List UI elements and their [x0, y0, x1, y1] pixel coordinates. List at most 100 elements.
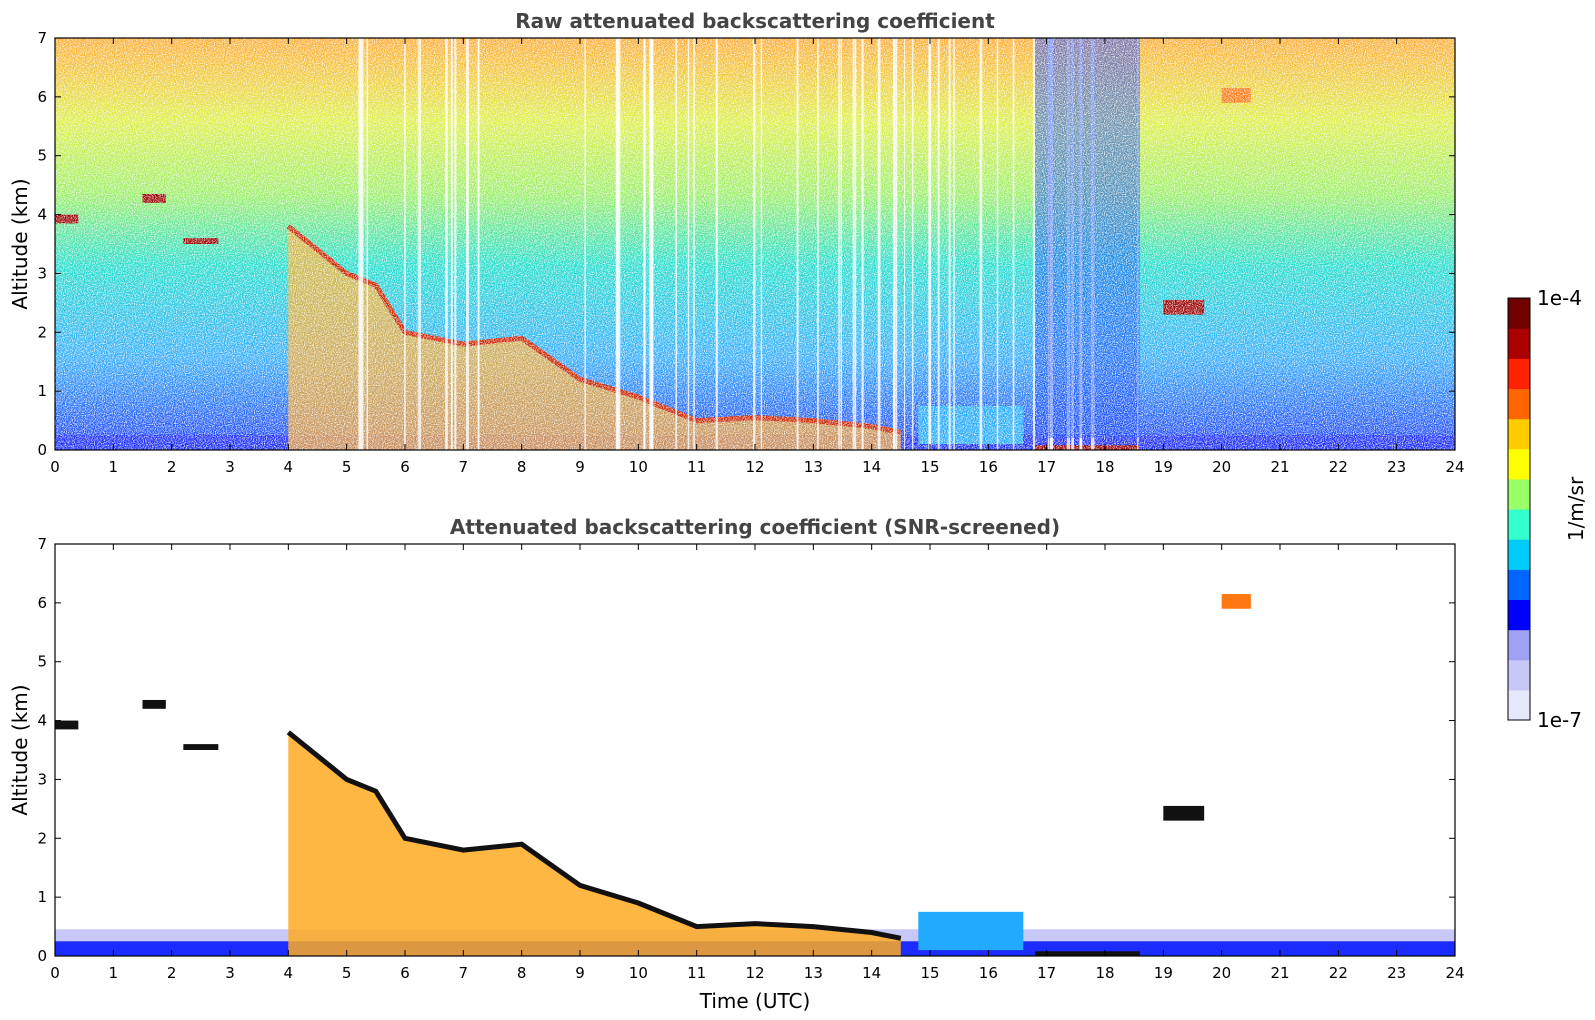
y-tick-label: 1: [37, 382, 47, 400]
colorbar-max-label: 1e-4: [1537, 286, 1582, 310]
x-tick-label: 17: [1037, 458, 1056, 476]
x-tick-label: 18: [1095, 964, 1114, 982]
feature-cloud-patch: [142, 699, 166, 709]
aerosol-layer-region: [288, 732, 901, 956]
feature-cloud-patch: [1163, 805, 1205, 821]
x-tick-label: 24: [1445, 964, 1464, 982]
colorbar-swatch: [1508, 659, 1530, 691]
colorbar-min-label: 1e-7: [1537, 708, 1582, 732]
y-tick-label: 2: [37, 323, 47, 341]
y-tick-label: 4: [37, 712, 47, 730]
y-tick-label: 5: [37, 653, 47, 671]
x-tick-label: 13: [804, 458, 823, 476]
x-tick-label: 4: [284, 964, 294, 982]
bottom-chart-title: Attenuated backscattering coefficient (S…: [450, 515, 1060, 539]
top-heatmap-noise: [55, 38, 1455, 450]
feature-cloud-patch: [55, 720, 79, 730]
feature-surface-layer: [1035, 951, 1140, 956]
x-tick-label: 16: [979, 964, 998, 982]
x-tick-label: 23: [1387, 964, 1406, 982]
y-tick-label: 4: [37, 206, 47, 224]
x-tick-label: 18: [1095, 458, 1114, 476]
x-tick-label: 17: [1037, 964, 1056, 982]
x-tick-label: 16: [979, 458, 998, 476]
x-tick-label: 19: [1154, 458, 1173, 476]
aerosol-layer-top: [286, 730, 902, 941]
bottom-x-axis: 0 1 2 3 4 5 6 7 8 9 10 11 12 13 14 15 16 17 18 19 20 21 22 23 24: [50, 544, 1465, 982]
colorbar-frame: [1507, 297, 1531, 721]
x-tick-label: 15: [920, 458, 939, 476]
x-tick-label: 5: [342, 458, 352, 476]
feature-cloud-patch: [1221, 594, 1251, 609]
x-tick-label: 3: [225, 458, 235, 476]
colorbar-swatch: [1508, 358, 1530, 390]
y-tick-label: 2: [37, 829, 47, 847]
x-tick-label: 21: [1270, 458, 1289, 476]
colorbar-swatch: [1508, 478, 1530, 510]
x-tick-label: 4: [284, 458, 294, 476]
y-tick-label: 0: [37, 441, 47, 459]
colorbar-swatch: [1508, 599, 1530, 631]
colorbar-swatch: [1508, 418, 1530, 450]
feature-cloud-patch: [183, 744, 219, 750]
x-tick-label: 0: [50, 964, 60, 982]
top-x-axis: 0 1 2 3 4 5 6 7 8 9 10 11 12 13 14 15 16 17 18 19 20 21 22 23 24: [50, 38, 1465, 476]
top-heatmap: [55, 38, 1455, 450]
x-tick-label: 20: [1212, 964, 1231, 982]
colorbar-swatch: [1508, 569, 1530, 601]
bottom-y-axis-label: Altitude (km): [8, 684, 32, 815]
bottom-x-axis-label: Time (UTC): [699, 989, 811, 1013]
colorbar-swatch: [1508, 388, 1530, 420]
colorbar: 1e-4 1e-7 1/m/sr: [1507, 286, 1588, 732]
y-tick-label: 3: [37, 770, 47, 788]
colorbar-unit-label: 1/m/sr: [1564, 476, 1588, 541]
x-tick-label: 24: [1445, 458, 1464, 476]
top-y-axis: 0 1 2 3 4 5 6 7: [37, 29, 1455, 459]
y-tick-label: 5: [37, 147, 47, 165]
x-tick-label: 11: [687, 458, 706, 476]
x-tick-label: 14: [862, 458, 881, 476]
x-tick-label: 1: [109, 964, 119, 982]
bottom-y-axis: 0 1 2 3 4 5 6 7: [37, 535, 1455, 965]
x-tick-label: 2: [167, 458, 177, 476]
x-tick-label: 7: [459, 964, 469, 982]
x-tick-label: 10: [629, 458, 648, 476]
colorbar-swatch: [1508, 629, 1530, 661]
y-tick-label: 6: [37, 88, 47, 106]
x-tick-label: 19: [1154, 964, 1173, 982]
x-tick-label: 11: [687, 964, 706, 982]
x-tick-label: 20: [1212, 458, 1231, 476]
x-tick-label: 12: [745, 458, 764, 476]
x-tick-label: 8: [517, 964, 527, 982]
y-tick-label: 7: [37, 29, 47, 47]
colorbar-swatch: [1508, 448, 1530, 480]
x-tick-label: 5: [342, 964, 352, 982]
x-tick-label: 9: [575, 458, 585, 476]
x-tick-label: 6: [400, 964, 410, 982]
colorbar-swatch: [1508, 298, 1530, 329]
bottom-heatmap: [55, 544, 1455, 956]
x-tick-label: 9: [575, 964, 585, 982]
y-tick-label: 7: [37, 535, 47, 553]
colorbar-swatch: [1508, 328, 1530, 359]
x-tick-label: 8: [517, 458, 527, 476]
x-tick-label: 1: [109, 458, 119, 476]
feature-low-layer: [918, 911, 1024, 951]
x-tick-label: 15: [920, 964, 939, 982]
x-tick-label: 2: [167, 964, 177, 982]
x-tick-label: 14: [862, 964, 881, 982]
y-tick-label: 3: [37, 264, 47, 282]
x-tick-label: 21: [1270, 964, 1289, 982]
x-tick-label: 6: [400, 458, 410, 476]
y-tick-label: 6: [37, 594, 47, 612]
x-tick-label: 22: [1329, 458, 1348, 476]
colorbar-swatch: [1508, 509, 1530, 540]
y-tick-label: 0: [37, 947, 47, 965]
x-tick-label: 12: [745, 964, 764, 982]
x-tick-label: 10: [629, 964, 648, 982]
x-tick-label: 22: [1329, 964, 1348, 982]
top-y-axis-label: Altitude (km): [8, 178, 32, 309]
colorbar-swatch: [1508, 539, 1530, 570]
x-tick-label: 23: [1387, 458, 1406, 476]
colorbar-swatch: [1508, 689, 1530, 721]
